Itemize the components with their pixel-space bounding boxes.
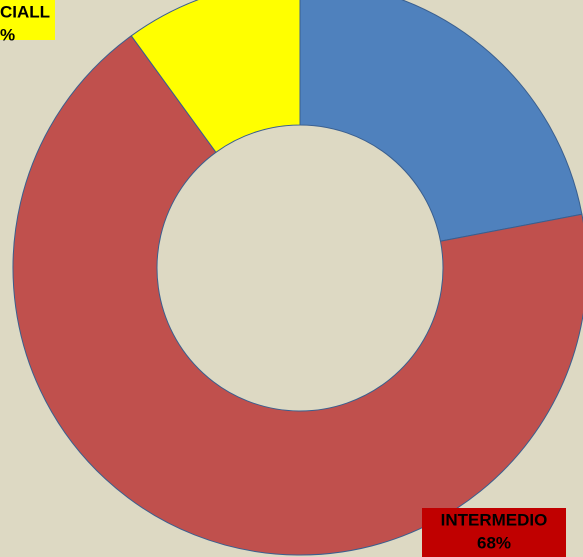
donut-slice (299, 0, 583, 242)
slice-label: CIALL (0, 2, 50, 21)
label-box (422, 508, 566, 557)
donut-slice (130, 0, 301, 154)
value-label: % (0, 25, 15, 44)
value-label: 68% (477, 533, 511, 552)
slice-label: INTERMEDIO (441, 510, 548, 529)
label-box (0, 0, 55, 40)
